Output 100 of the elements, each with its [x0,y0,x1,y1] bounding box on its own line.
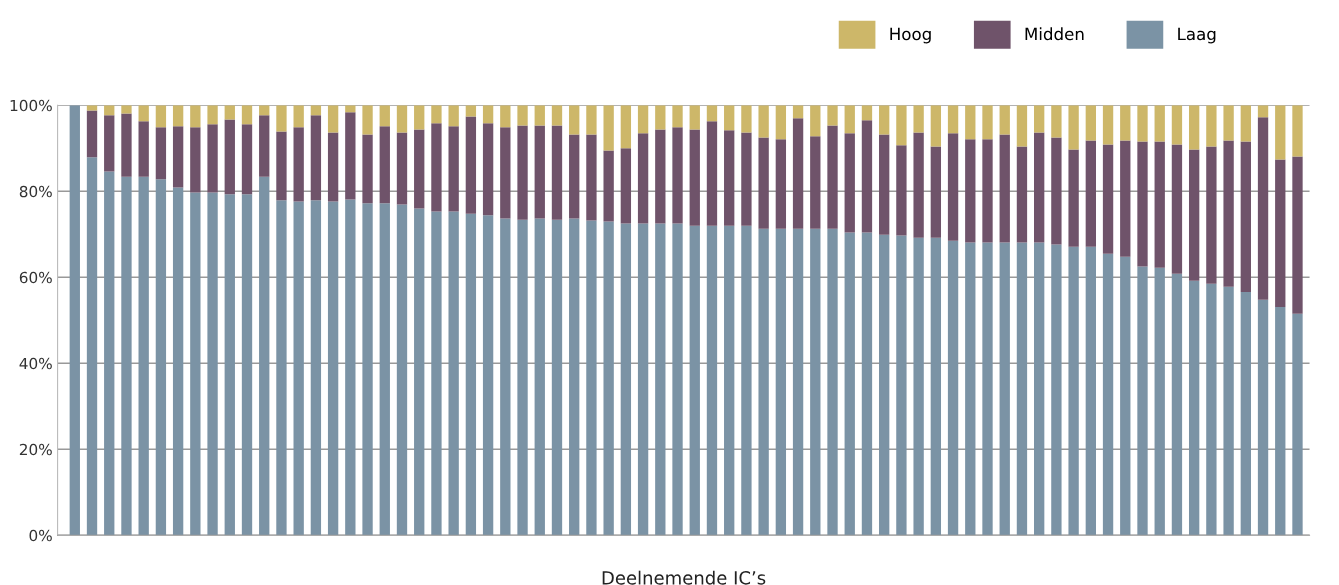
bar [207,105,218,125]
bar [1034,132,1045,243]
bar [1051,244,1062,536]
bar [896,105,907,146]
bar [345,199,356,536]
bar [982,139,993,243]
bar [637,105,649,134]
bar [1016,105,1028,147]
bar [551,125,563,220]
bar [758,105,769,138]
bar [276,105,287,132]
bar [724,225,735,536]
bar [1275,105,1286,160]
bar [861,120,873,233]
bar [1016,242,1028,536]
bar [1016,146,1028,243]
bar [603,150,614,222]
y-tick-label: 40% [19,357,52,370]
bar [121,105,132,114]
bar [586,220,597,536]
bar [637,223,649,536]
bar [1206,105,1217,147]
bar [689,129,700,226]
bar [310,115,322,201]
bar [1275,159,1286,307]
bar [190,192,201,536]
bar [655,223,666,536]
bar [844,232,855,536]
bar [706,225,718,536]
bar [569,134,580,219]
bar [1068,149,1079,247]
bar [293,127,304,202]
bar [414,105,425,130]
bar [1120,256,1131,536]
bar [603,105,614,151]
bar [982,105,993,140]
bar [930,146,942,238]
y-tick-label: 100% [10,99,52,112]
bar [551,219,563,536]
y-tick-label: 80% [19,185,52,198]
bar [1120,140,1131,257]
bar [293,201,304,536]
bar [293,105,304,128]
bar [810,136,821,229]
bar [534,218,545,536]
bar [1257,299,1269,536]
bar [586,134,597,221]
bar [500,105,511,128]
bar [69,105,80,536]
bar [259,115,270,177]
bar [207,192,218,536]
bar [1137,266,1148,536]
bar [345,112,356,200]
bar [155,127,167,180]
bar [1154,267,1165,536]
bar [775,228,787,536]
bar [706,121,718,226]
bar [620,105,632,149]
bar [1051,137,1062,245]
bar [379,105,390,127]
bar [758,137,769,229]
bar [792,228,804,536]
legend-label: Hoog [890,27,931,44]
bar [517,105,528,126]
bar [724,130,735,226]
bar [500,127,511,219]
bar [965,242,976,536]
bar [947,105,959,134]
bar [172,105,184,127]
bar [896,235,907,536]
bar [86,110,98,158]
bar [482,215,494,536]
bar [758,228,769,536]
bar [1102,144,1114,254]
bar [190,105,201,128]
bar [810,228,821,536]
bar [1137,141,1148,267]
y-tick-label: 60% [19,271,52,284]
bar [259,176,270,536]
bar [620,148,632,224]
bar [706,105,718,122]
bar [448,211,459,536]
bar [138,105,149,122]
bar [1189,105,1200,150]
bar [913,237,924,536]
bar [913,132,924,238]
bar [655,105,666,130]
bar [672,223,683,536]
legend-label: Laag [1178,27,1216,44]
bar [551,105,563,126]
bar [155,179,167,536]
bar [689,225,700,536]
bar [327,201,339,536]
bar [775,139,787,229]
bar [431,105,442,124]
bar [500,218,511,536]
bar [810,105,821,137]
bar [1102,105,1114,145]
bar [1257,117,1269,300]
bar [586,105,597,135]
